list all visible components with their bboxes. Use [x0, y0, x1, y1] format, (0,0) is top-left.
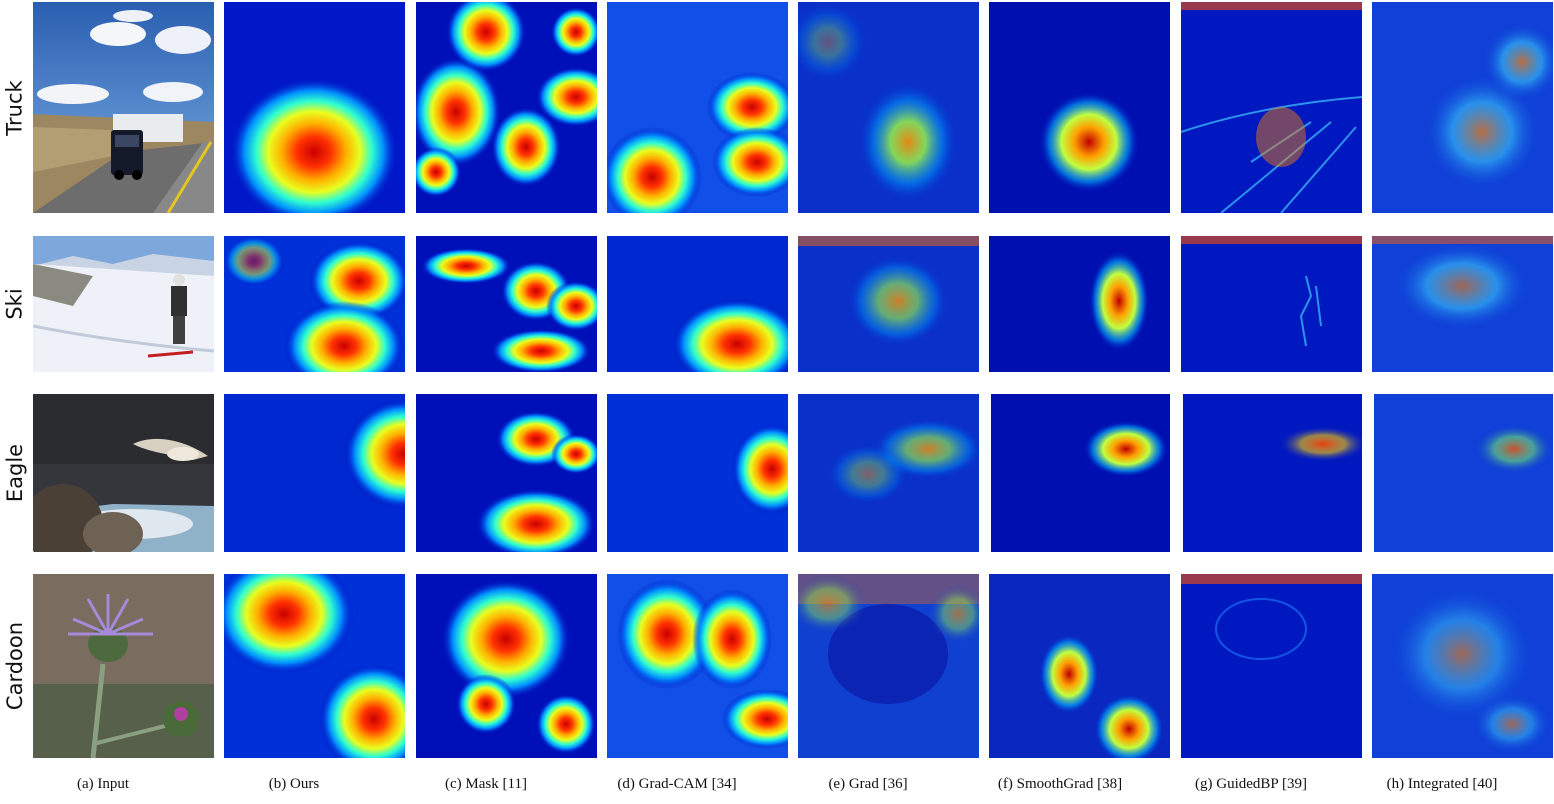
caption-mask: (c) Mask [11] — [445, 776, 527, 792]
heatmap-smoothgrad-truck — [989, 2, 1170, 213]
heatmap-grad-truck — [798, 2, 979, 213]
caption-gradcam: (d) Grad-CAM [34] — [617, 776, 737, 792]
input-image-ski — [33, 236, 214, 372]
heatmap-ours-eagle — [224, 394, 405, 552]
heatmap-mask-cardoon — [416, 574, 597, 758]
caption-grad: (e) Grad [36] — [828, 776, 908, 792]
heatmap-integrated-eagle — [1374, 394, 1553, 552]
input-image-cardoon — [33, 574, 214, 758]
heatmap-integrated-cardoon — [1372, 574, 1553, 758]
heatmap-integrated-truck — [1372, 2, 1553, 213]
row-label-eagle: Eagle — [3, 443, 28, 503]
heatmap-grad-cardoon — [798, 574, 979, 758]
heatmap-mask-eagle — [416, 394, 597, 552]
heatmap-ours-truck — [224, 2, 405, 213]
caption-smoothgrad: (f) SmoothGrad [38] — [997, 776, 1123, 792]
input-image-truck — [33, 2, 214, 213]
heatmap-smoothgrad-eagle — [991, 394, 1170, 552]
input-image-eagle — [33, 394, 214, 552]
caption-integrated: (h) Integrated [40] — [1386, 776, 1498, 792]
heatmap-mask-ski — [416, 236, 597, 372]
heatmap-smoothgrad-ski — [989, 236, 1170, 372]
row-label-cardoon: Cardoon — [3, 621, 28, 711]
heatmap-gradcam-cardoon — [607, 574, 788, 758]
heatmap-grad-eagle — [798, 394, 979, 552]
heatmap-guidedbp-cardoon — [1181, 574, 1362, 758]
heatmap-smoothgrad-cardoon — [989, 574, 1170, 758]
row-label-ski: Ski — [3, 288, 28, 320]
heatmap-integrated-ski — [1372, 236, 1553, 372]
heatmap-ours-cardoon — [224, 574, 405, 758]
heatmap-gradcam-eagle — [607, 394, 788, 552]
heatmap-mask-truck — [416, 2, 597, 213]
caption-ours: (b) Ours — [268, 776, 320, 792]
row-label-truck: Truck — [3, 79, 27, 136]
heatmap-gradcam-truck — [607, 2, 788, 213]
heatmap-guidedbp-ski — [1181, 236, 1362, 372]
heatmap-grad-ski — [798, 236, 979, 372]
caption-guidedbp: (g) GuidedBP [39] — [1195, 776, 1307, 792]
heatmap-ours-ski — [224, 236, 405, 372]
heatmap-guidedbp-eagle — [1183, 394, 1362, 552]
heatmap-gradcam-ski — [607, 236, 788, 372]
caption-input: (a) Input — [76, 776, 130, 792]
heatmap-guidedbp-truck — [1181, 2, 1362, 213]
